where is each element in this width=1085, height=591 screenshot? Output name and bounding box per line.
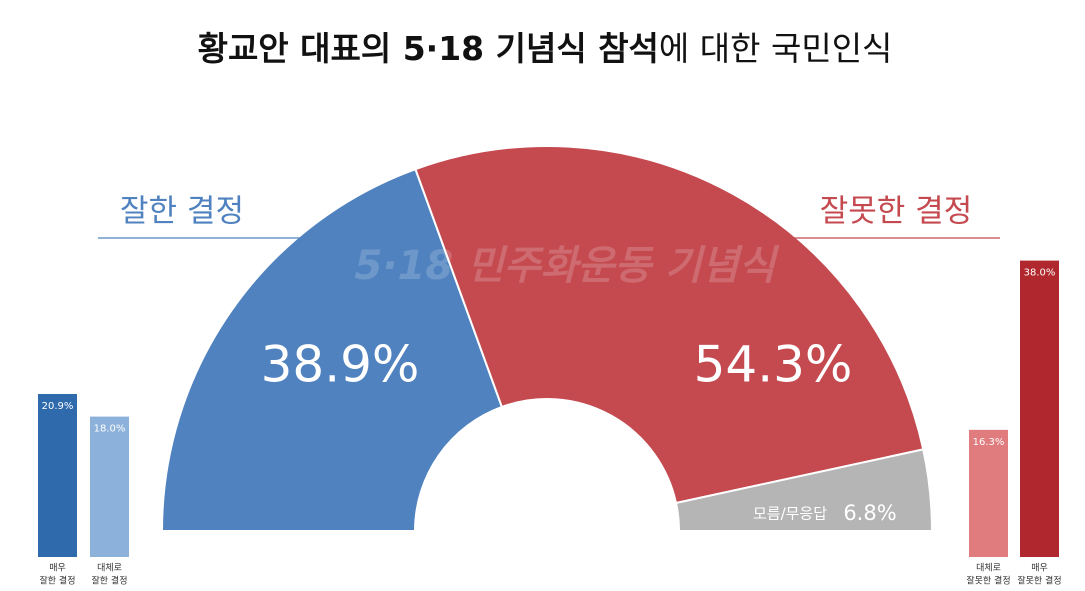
category-label: 잘못한 결정: [820, 194, 972, 230]
category-label: 잘못한 결정: [1017, 575, 1061, 587]
category-label: 대체로: [97, 563, 122, 574]
value-label: 54.3%: [694, 336, 853, 394]
donut-segment: [160, 167, 504, 532]
watermark: 5·18 민주화운동 기념식: [355, 243, 780, 289]
donut-segment: [674, 448, 934, 532]
title-rest: 에 대한 국민인식: [659, 29, 893, 68]
value-label: 20.9%: [42, 401, 74, 412]
value-label: 6.8%: [843, 501, 896, 525]
value-label: 18.0%: [94, 424, 126, 435]
bar: [38, 393, 77, 557]
donut-segment: [414, 145, 925, 505]
title-emphasis: 황교안 대표의 5·18 기념식 참석: [198, 29, 659, 68]
category-label: 잘못한 결정: [966, 575, 1010, 587]
category-label: 대체로: [976, 563, 1001, 574]
category-label: 잘한 결정: [120, 194, 244, 230]
value-label: 16.3%: [973, 437, 1005, 448]
category-label: 모름/무응답: [753, 505, 827, 523]
value-label: 38.0%: [1024, 268, 1056, 279]
category-label: 매우: [49, 563, 66, 574]
bar: [90, 416, 129, 557]
category-label: 잘한 결정: [92, 575, 128, 587]
category-label: 잘한 결정: [40, 575, 76, 587]
bar: [969, 429, 1008, 557]
chart-title: 황교안 대표의 5·18 기념식 참석에 대한 국민인식: [198, 29, 893, 68]
bar: [1020, 260, 1059, 557]
category-label: 매우: [1031, 563, 1048, 574]
value-label: 38.9%: [261, 336, 420, 394]
